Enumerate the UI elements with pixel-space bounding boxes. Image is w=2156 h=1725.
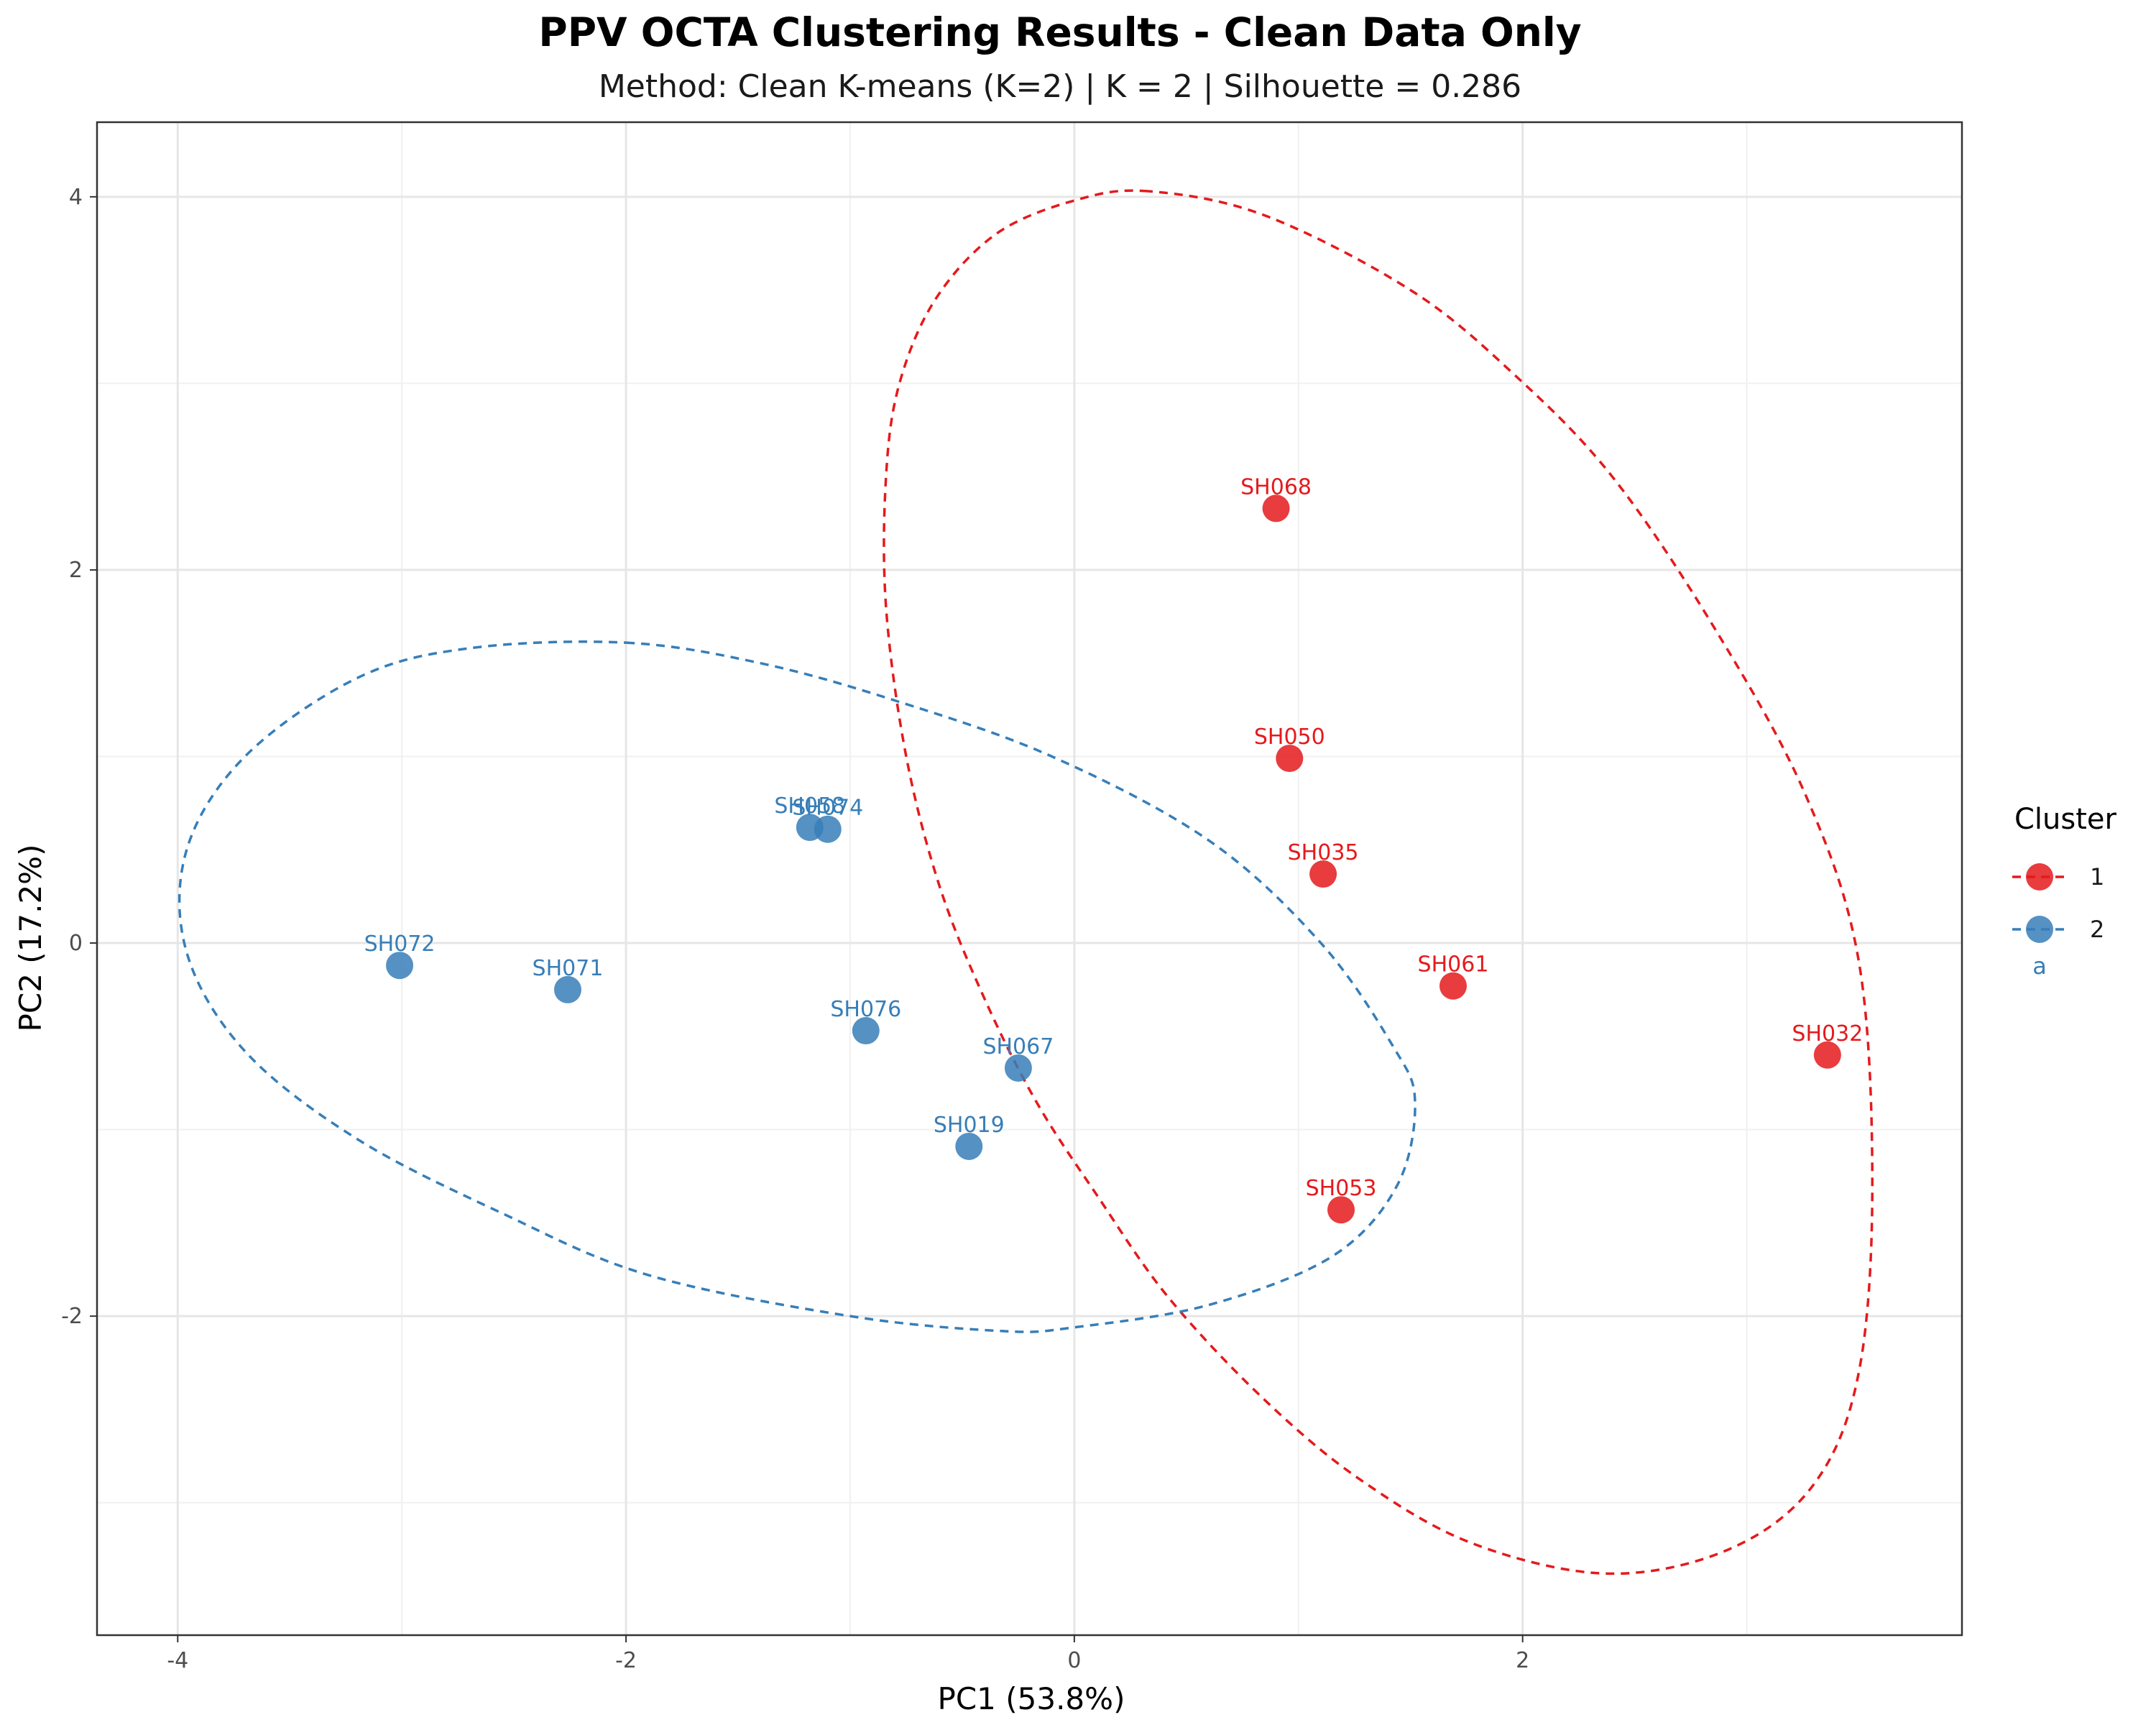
point-label-sh032: SH032 xyxy=(1792,1021,1863,1046)
point-label-sh072: SH072 xyxy=(364,932,436,957)
data-point-sh061 xyxy=(1439,972,1467,1000)
legend-label-2: 2 xyxy=(2090,916,2104,943)
y-tick-label: 0 xyxy=(69,931,83,956)
legend-label-1: 1 xyxy=(2090,863,2104,891)
data-point-sh019 xyxy=(955,1132,983,1160)
x-axis-title: PC1 (53.8%) xyxy=(938,1681,1125,1716)
legend-note: a xyxy=(2032,952,2047,980)
plot-panel xyxy=(97,122,1962,1635)
chart-subtitle: Method: Clean K-means (K=2) | K = 2 | Si… xyxy=(599,68,1521,105)
cluster-2-ellipse xyxy=(178,640,1416,1333)
data-point-sh071 xyxy=(553,975,581,1003)
chart-title: PPV OCTA Clustering Results - Clean Data… xyxy=(538,9,1581,55)
legend-items: 12 xyxy=(2012,863,2104,943)
legend-title: Cluster xyxy=(2014,803,2117,836)
data-point-sh072 xyxy=(386,952,414,980)
y-tick-label: 4 xyxy=(69,185,83,210)
point-label-sh050: SH050 xyxy=(1254,724,1325,750)
point-label-sh068: SH068 xyxy=(1240,474,1312,500)
point-label-sh076: SH076 xyxy=(830,997,901,1022)
x-tick-label: -2 xyxy=(615,1648,637,1673)
point-label-sh071: SH071 xyxy=(533,956,604,981)
data-point-sh035 xyxy=(1309,860,1337,888)
x-tick-label: 2 xyxy=(1516,1648,1529,1673)
data-point-sh076 xyxy=(852,1017,880,1045)
cluster-1-ellipse xyxy=(883,189,1874,1576)
y-axis-title: PC2 (17.2%) xyxy=(13,845,48,1032)
legend-key-point-2 xyxy=(2026,916,2053,943)
legend-key-point-1 xyxy=(2026,863,2053,891)
data-point-sh032 xyxy=(1813,1041,1841,1069)
data-point-sh068 xyxy=(1262,494,1290,523)
y-tick-label: 2 xyxy=(69,558,83,583)
point-label-sh061: SH061 xyxy=(1418,952,1489,978)
y-tick-label: -2 xyxy=(61,1304,83,1329)
point-label-sh067: SH067 xyxy=(982,1034,1054,1059)
data-point-sh067 xyxy=(1004,1054,1032,1082)
data-point-sh053 xyxy=(1327,1196,1355,1224)
plot-area: -4 -2 0 2 -2 0 2 4 SH068 SH050 SH035 SH061 SH032 SH05… xyxy=(61,121,1963,1673)
point-label-sh053: SH053 xyxy=(1306,1176,1377,1201)
point-label-sh058: SH058 xyxy=(774,794,845,819)
x-tick-label: -4 xyxy=(167,1648,188,1673)
x-tick-label: 0 xyxy=(1067,1648,1081,1673)
data-point-sh050 xyxy=(1276,745,1304,773)
point-label-sh035: SH035 xyxy=(1288,840,1359,865)
point-label-sh019: SH019 xyxy=(934,1113,1005,1138)
point-label-sh074: SH074 xyxy=(792,796,863,821)
plot-border xyxy=(96,121,1963,1637)
legend: Cluster 12 a xyxy=(2012,803,2117,980)
data-point-sh074 xyxy=(814,815,842,843)
